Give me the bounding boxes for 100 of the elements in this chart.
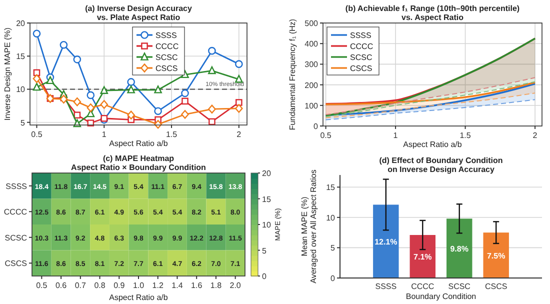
point: [73, 56, 82, 64]
legend-label: SSSS: [350, 31, 372, 40]
x-tick-label: 0.5: [31, 130, 43, 139]
data-label: 7.5%: [486, 251, 506, 260]
point: [86, 103, 95, 112]
chart-title: (b) Achievable f₁ Range (10th–90th percentile) vs. Aspect Ratio: [345, 4, 520, 22]
point: [208, 104, 216, 114]
y-tick-label: 5: [330, 244, 336, 253]
color-bar-label: 0: [262, 272, 267, 281]
y-tick-label: 500: [304, 19, 319, 28]
data-label: 9.8%: [450, 244, 468, 254]
x-tick-label: 0.8: [94, 281, 106, 290]
x-tick-label: 1.5: [166, 130, 178, 139]
legend-label: SCSC: [156, 53, 178, 62]
x-tick-label: 1.0: [132, 281, 145, 290]
point: [32, 74, 41, 84]
y-tick-label: 15: [326, 183, 336, 192]
legend-label: CSCS: [156, 64, 178, 73]
point: [73, 97, 82, 106]
bar: [410, 234, 436, 278]
y-tick-label: 0: [314, 122, 319, 131]
point: [181, 110, 189, 119]
y-tick-label: 5: [20, 118, 26, 128]
y-axis-title: Fundamental Frequency f₁ (Hz): [288, 18, 297, 130]
line-series: [325, 92, 536, 118]
x-tick-label: 2.0: [230, 281, 242, 290]
y-tick-label: 100: [304, 101, 319, 110]
data-label: 7.1%: [414, 252, 432, 262]
y-tick-label: 10: [16, 85, 26, 94]
line-series: [325, 99, 536, 120]
point: [127, 110, 135, 120]
bar: [446, 218, 472, 278]
x-tick-label: 2: [236, 130, 242, 139]
point: [208, 118, 216, 126]
point: [208, 46, 216, 55]
line-series: [324, 81, 536, 106]
y-axis-title: Inverse Design MAPE (%): [3, 27, 12, 120]
x-tick-label: SCSC: [448, 282, 471, 291]
legend-label: SSSS: [156, 31, 177, 40]
x-tick-label: 0.6: [55, 281, 68, 290]
x-tick-label: 1: [102, 130, 107, 139]
color-bar-label: 5: [262, 246, 267, 256]
point: [100, 100, 108, 109]
x-axis-title: Boundary Condition: [406, 292, 476, 301]
x-axis-title: Aspect Ratio a/b: [109, 293, 168, 302]
x-tick-label: 1.2: [152, 281, 164, 290]
x-tick-label: 1: [393, 131, 398, 140]
point: [60, 94, 68, 104]
x-tick-label: SSSS: [375, 282, 397, 291]
legend-label: CCCC: [156, 42, 179, 51]
y-tick-label: 300: [304, 60, 319, 70]
point: [46, 76, 54, 84]
legend-label: CCCC: [350, 42, 374, 51]
x-tick-label: 1.8: [210, 281, 222, 290]
color-bar-label: 10: [262, 220, 272, 230]
point: [154, 107, 162, 115]
y-tick-label: 200: [304, 80, 319, 90]
x-tick-label: CCCC: [411, 282, 434, 291]
data-label: 12.1%: [374, 237, 398, 246]
x-axis-title: Aspect Ratio a/b: [109, 139, 168, 148]
chart-title: (a) Inverse Design Accuracy vs. Plate Aspect Ratio: [85, 4, 192, 22]
y-tick-label: CSCS: [4, 259, 27, 268]
y-axis-title: Mean MAPE (%) Averaged over All Aspect Ratios: [300, 170, 318, 284]
point: [235, 104, 243, 113]
legend-label: CSCS: [350, 64, 372, 73]
point: [127, 85, 135, 94]
color-bar-label: 20: [262, 169, 272, 178]
x-tick-label: 0.5: [320, 131, 332, 140]
y-tick-label: 10: [326, 213, 336, 222]
x-axis-title: Aspect Ratio a/b: [403, 140, 462, 149]
point: [74, 112, 81, 118]
color-bar-label: 15: [262, 194, 272, 204]
y-tick-label: 15: [16, 52, 26, 62]
y-tick-label: CCCC: [4, 208, 28, 217]
point: [208, 66, 216, 74]
chart-title: (c) MAPE Heatmap Aspect Ratio × Boundary Condition: [71, 154, 206, 172]
point: [60, 40, 68, 49]
point: [86, 91, 95, 100]
point: [235, 60, 243, 68]
point: [100, 86, 108, 94]
point: [236, 99, 242, 106]
x-tick-label: 1.4: [172, 281, 184, 290]
x-tick-label: 0.9: [114, 281, 126, 290]
y-tick-label: 400: [304, 40, 319, 49]
x-tick-label: CSCS: [484, 282, 508, 291]
bar: [373, 204, 399, 278]
x-tick-label: 2: [532, 131, 538, 140]
point: [127, 78, 135, 86]
legend-label: SCSC: [350, 53, 372, 62]
x-tick-label: 0.5: [36, 281, 48, 290]
point: [32, 30, 41, 38]
chart-title: (d) Effect of Boundary Condition on Inverse Design Accuracy: [379, 156, 503, 174]
x-tick-label: 0.7: [74, 281, 87, 290]
point: [181, 89, 189, 98]
point: [32, 82, 41, 91]
y-tick-label: SSSS: [6, 182, 27, 191]
point: [182, 98, 188, 105]
y-tick-label: 20: [16, 19, 26, 28]
x-tick-label: 1.6: [191, 281, 203, 290]
bar: [483, 232, 509, 278]
